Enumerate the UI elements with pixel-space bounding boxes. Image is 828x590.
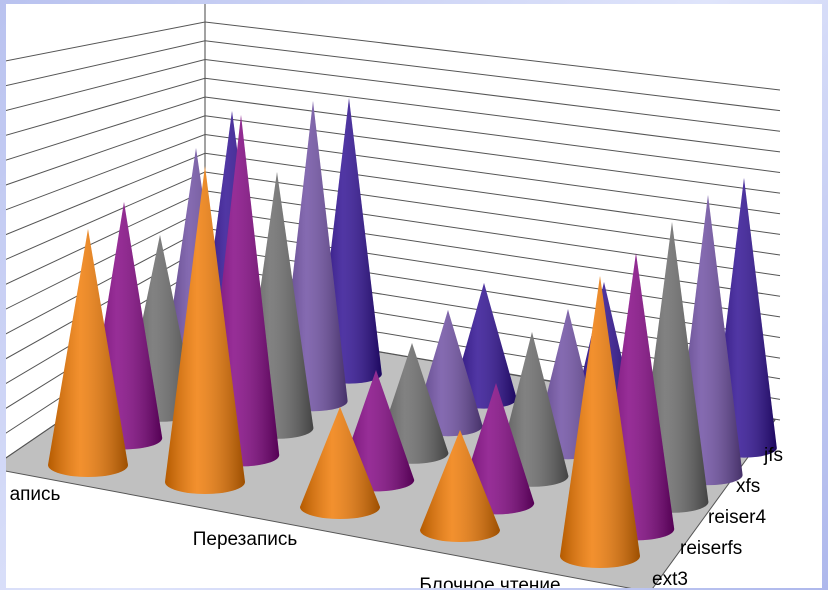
x-tick-label: Блочное чтение [419,575,560,590]
grid-line [6,40,781,112]
cone-shade [420,430,500,542]
grid-line [6,21,781,91]
legend-label: jfs [763,445,783,466]
grid-line [6,96,781,173]
plot: апись Перезапись Блочное чтение ext3 reiserf… [6,4,783,590]
grid-line [6,133,781,215]
grid-line [6,77,781,153]
legend-label: reiser4 [708,507,767,528]
cone [560,276,640,568]
grid-line [6,152,781,236]
cone-shade [48,229,128,477]
cone [420,430,500,542]
cone-shade [560,276,640,568]
grid-line [6,115,781,194]
grid-line [6,58,781,132]
cone [48,229,128,477]
legend-label: reiserfs [680,538,742,559]
cone [300,407,380,519]
x-tick-label: апись [10,484,61,505]
legend-label: ext3 [652,569,688,590]
x-tick-label: Перезапись [193,529,298,550]
legend-label: xfs [736,476,760,497]
cone-shade [165,166,245,494]
cone [165,166,245,494]
cone-shade [300,407,380,519]
